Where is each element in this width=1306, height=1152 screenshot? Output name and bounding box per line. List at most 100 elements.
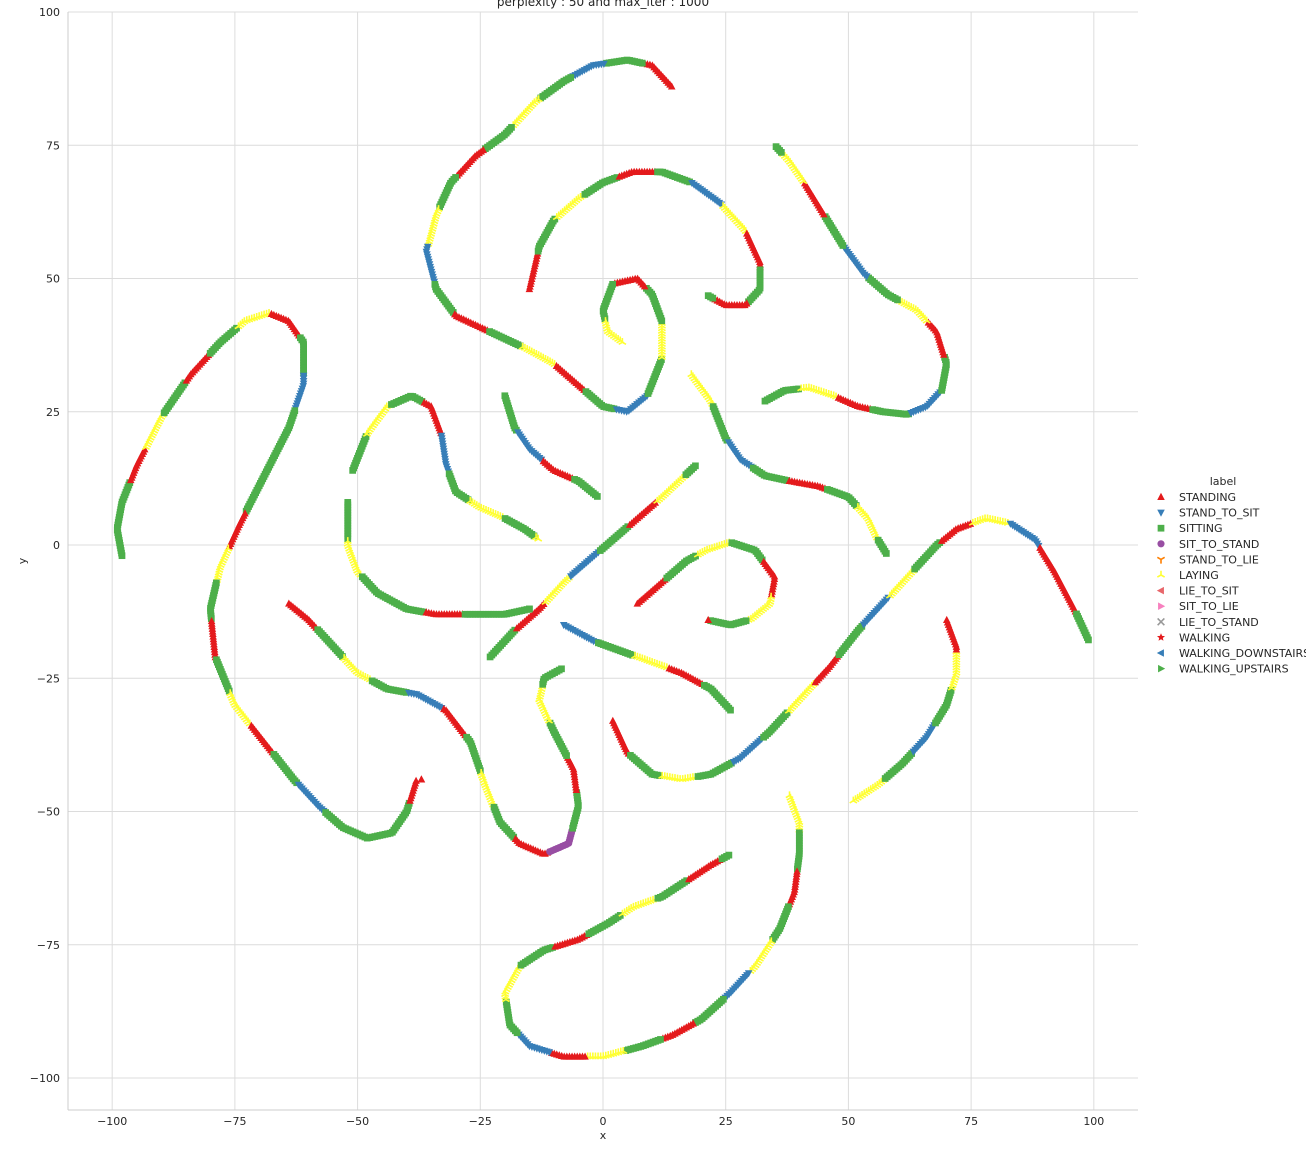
- x-tick-label: 50: [841, 1115, 855, 1128]
- x-tick-label: 25: [719, 1115, 733, 1128]
- data-point: [704, 615, 712, 624]
- data-point: [795, 385, 802, 393]
- y-tick-label: 25: [46, 406, 60, 419]
- legend-marker: [1158, 664, 1166, 673]
- data-point: [758, 556, 766, 564]
- data-point: [402, 689, 410, 696]
- legend-label: STANDING: [1179, 491, 1236, 504]
- data-point: [865, 274, 872, 282]
- data-point: [966, 519, 975, 527]
- y-tick-label: −50: [37, 806, 60, 819]
- legend-label: STAND_TO_LIE: [1179, 553, 1259, 566]
- data-point: [558, 665, 565, 673]
- data-point: [502, 998, 510, 1006]
- x-tick-label: 100: [1083, 1115, 1104, 1128]
- data-point: [242, 507, 250, 515]
- data-point: [725, 851, 733, 859]
- data-point: [420, 608, 428, 616]
- data-point: [362, 433, 370, 440]
- y-tick-label: 75: [46, 139, 60, 152]
- legend-marker: [1157, 617, 1165, 626]
- x-axis-label: x: [600, 1129, 607, 1142]
- data-point: [745, 298, 752, 306]
- data-point: [537, 94, 545, 102]
- legend-item: STAND_TO_SIT: [1157, 507, 1260, 520]
- legend-marker: [1157, 524, 1165, 532]
- legend-item: WALKING_DOWNSTAIRS: [1156, 647, 1306, 660]
- legend-label: WALKING: [1179, 631, 1230, 644]
- x-tick-label: −50: [346, 1115, 369, 1128]
- data-point: [436, 203, 443, 211]
- data-point: [618, 338, 627, 346]
- grid: [68, 11, 1138, 1110]
- data-point: [225, 687, 233, 695]
- legend-marker: [1156, 586, 1164, 595]
- legend-marker: [1156, 570, 1166, 578]
- legend-marker: [1156, 556, 1166, 564]
- legend-item: LAYING: [1156, 569, 1219, 582]
- y-tick-label: 0: [53, 539, 60, 552]
- data-point: [769, 936, 777, 943]
- data-point: [692, 462, 699, 470]
- data-point: [526, 605, 533, 613]
- x-tick-label: −25: [469, 1115, 492, 1128]
- data-point: [418, 398, 426, 405]
- data-point: [464, 496, 472, 504]
- legend-marker: [1157, 492, 1165, 500]
- data-point: [882, 550, 890, 557]
- legend-label: SIT_TO_LIE: [1179, 600, 1239, 613]
- data-point: [516, 342, 524, 350]
- legend-label: LIE_TO_SIT: [1179, 585, 1239, 598]
- data-point: [692, 1019, 699, 1026]
- data-point: [707, 617, 715, 625]
- data-point: [858, 623, 866, 630]
- data-point: [704, 292, 712, 300]
- data-point: [476, 767, 484, 775]
- legend: label STANDING STAND_TO_SIT SITTING SIT_TO_…: [1156, 475, 1306, 676]
- legend-label: SITTING: [1179, 522, 1222, 535]
- legend-item: LIE_TO_STAND: [1157, 616, 1259, 629]
- data-point: [603, 59, 610, 67]
- y-tick-label: −100: [30, 1072, 60, 1085]
- data-point: [622, 1047, 630, 1054]
- legend-marker: [1157, 540, 1165, 548]
- legend-label: LAYING: [1179, 569, 1219, 582]
- data-point: [942, 615, 951, 624]
- data-point: [1085, 636, 1092, 644]
- data-point: [905, 410, 912, 418]
- chart-title: perplexity : 50 and max_iter : 1000: [497, 0, 709, 9]
- legend-marker: [1156, 649, 1164, 657]
- legend-marker: [1157, 633, 1165, 641]
- y-tick-label: 50: [46, 273, 60, 286]
- legend-item: LIE_TO_SIT: [1156, 585, 1239, 598]
- legend-title: label: [1210, 475, 1237, 488]
- x-tick-label: 0: [600, 1115, 607, 1128]
- y-tick-label: 100: [39, 6, 60, 19]
- legend-item: SITTING: [1157, 522, 1222, 535]
- data-point: [772, 143, 780, 150]
- legend-item: STANDING: [1157, 491, 1236, 504]
- data-point: [482, 145, 489, 153]
- legend-item: SIT_TO_LIE: [1158, 600, 1239, 613]
- x-tick-labels: −100 −75 −50 −25 0 25 50 75 100: [97, 1115, 1104, 1128]
- legend-label: WALKING_UPSTAIRS: [1179, 663, 1289, 676]
- data-point: [783, 477, 791, 484]
- legend-item: WALKING_UPSTAIRS: [1158, 663, 1289, 676]
- data-point: [546, 719, 554, 727]
- data-point: [534, 534, 543, 542]
- data-point: [449, 309, 457, 316]
- data-point: [530, 532, 538, 540]
- legend-label: STAND_TO_SIT: [1179, 507, 1260, 520]
- data-point: [412, 776, 420, 784]
- data-point: [908, 750, 915, 757]
- scatter-points: [113, 56, 1092, 1060]
- data-point: [727, 706, 734, 714]
- data-point: [510, 833, 518, 841]
- x-tick-label: 75: [964, 1115, 978, 1128]
- y-axis-label: y: [16, 557, 29, 564]
- legend-item: STAND_TO_LIE: [1156, 553, 1259, 566]
- legend-label: WALKING_DOWNSTAIRS: [1179, 647, 1306, 660]
- y-tick-labels: −100 −75 −50 −25 0 25 50 75 100: [30, 6, 60, 1085]
- legend-item: WALKING: [1157, 631, 1230, 644]
